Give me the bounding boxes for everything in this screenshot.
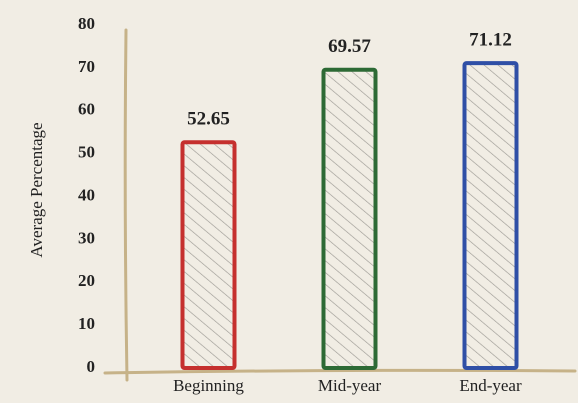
value-label: 71.12: [469, 29, 512, 50]
y-tick-label: 30: [78, 228, 95, 247]
value-label: 69.57: [328, 36, 371, 57]
y-tick-label: 80: [78, 14, 95, 33]
x-axis: [103, 368, 577, 375]
value-label: 52.65: [187, 109, 230, 130]
x-tick-label: Mid-year: [318, 376, 382, 395]
bar: [321, 67, 378, 370]
y-tick-label: 70: [78, 57, 95, 76]
x-tick-label: End-year: [459, 376, 522, 395]
y-axis: [123, 28, 129, 382]
y-tick-label: 10: [78, 314, 95, 333]
y-tick-label: 60: [78, 100, 95, 119]
y-tick-label: 0: [87, 357, 96, 376]
y-axis-label: Average Percentage: [27, 122, 46, 257]
x-tick-label: Beginning: [173, 376, 244, 395]
bar: [462, 61, 519, 370]
y-tick-label: 50: [78, 143, 95, 162]
y-tick-label: 20: [78, 271, 95, 290]
bar: [180, 140, 237, 370]
y-tick-label: 40: [78, 185, 95, 204]
